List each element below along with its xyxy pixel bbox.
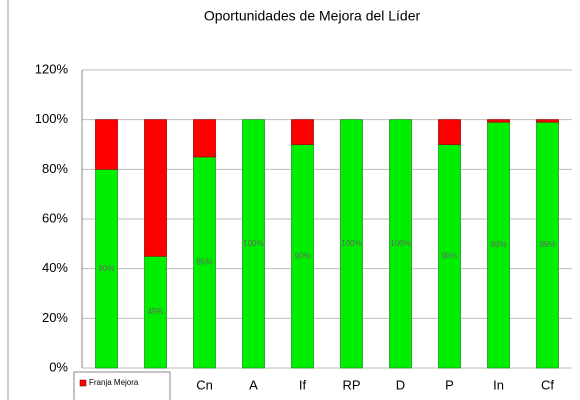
bar-segment: [438, 119, 461, 145]
bar-segment: [95, 119, 118, 170]
x-tick-label: Cf: [541, 377, 554, 392]
bar-segment: [144, 119, 167, 257]
bar-segment: [242, 119, 265, 369]
bar-segment: [193, 119, 216, 158]
value-label: 45%: [147, 307, 163, 316]
x-tick-label: RP: [342, 377, 360, 392]
y-tick-label: 100%: [35, 111, 69, 126]
y-tick-label: 60%: [42, 210, 68, 225]
x-tick-label: D: [396, 377, 405, 392]
bar-segment: [291, 119, 314, 145]
x-tick-label: In: [493, 377, 504, 392]
legend-swatch: [79, 379, 87, 387]
value-label: 100%: [390, 239, 410, 248]
y-tick-label: 120%: [35, 61, 69, 76]
value-label: 80%: [98, 264, 114, 273]
bar-segment: [487, 119, 510, 123]
bar-segment: [340, 119, 363, 369]
y-tick-label: 20%: [42, 310, 68, 325]
x-tick-label: P: [445, 377, 454, 392]
x-tick-label: A: [249, 377, 258, 392]
value-label: 100%: [341, 239, 361, 248]
x-tick-label: If: [299, 377, 307, 392]
bar-segment: [536, 119, 559, 123]
y-tick-label: 80%: [42, 161, 68, 176]
value-label: 85%: [196, 258, 212, 267]
value-label: 99%: [539, 240, 555, 249]
y-tick-label: 40%: [42, 260, 68, 275]
value-label: 99%: [490, 240, 506, 249]
x-tick-label: Cn: [196, 377, 213, 392]
chart-title: Oportunidades de Mejora del Líder: [204, 8, 421, 24]
legend-box: [73, 371, 171, 400]
value-label: 90%: [441, 251, 457, 260]
y-tick-label: 0%: [49, 359, 68, 374]
value-label: 100%: [243, 239, 263, 248]
value-label: 90%: [294, 251, 310, 260]
legend-label: Franja Mejora: [89, 378, 139, 387]
bar-segment: [389, 119, 412, 369]
